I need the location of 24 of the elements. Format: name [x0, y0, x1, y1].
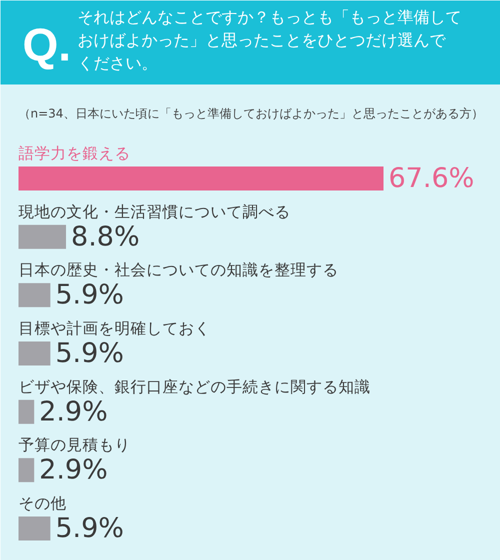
chart-title: それはどんなことですか？もっとも「もっと準備しておけばよかった」と思ったことをひとつだけ選んでください。 [78, 8, 462, 72]
data-label: 2.9% [39, 396, 108, 428]
text: Q. [22, 18, 72, 70]
bar [18, 283, 50, 308]
data-label: 5.9% [55, 338, 124, 369]
bar [18, 458, 34, 482]
y-tick-label: その他 [18, 494, 66, 512]
y-tick-label: 日本の歴史・社会についての知識を整理する [18, 261, 338, 280]
y-tick-label: 語学力を鍛える [18, 144, 130, 162]
y-tick-label: 目標や計画を明確しておく [18, 320, 210, 338]
chart-subtitle: （n=34、日本にいた頃に「もっと準備しておけばよかった」と思ったことがある方） [18, 106, 484, 120]
data-label: 2.9% [39, 454, 108, 486]
bar [18, 342, 50, 366]
data-label: 8.8% [71, 221, 140, 252]
bar [18, 224, 66, 249]
y-tick-label: ビザや保険、銀行口座などの手続きに関する知識 [18, 378, 370, 396]
bar [18, 166, 384, 190]
data-label: 5.9% [55, 280, 124, 311]
data-label: 67.6% [388, 163, 474, 194]
y-tick-label: 予算の見積もり [18, 436, 130, 454]
y-tick-label: 現地の文化・生活習慣について調べる [18, 202, 290, 221]
bar [18, 400, 34, 424]
bar [18, 516, 50, 540]
data-label: 5.9% [55, 513, 124, 544]
